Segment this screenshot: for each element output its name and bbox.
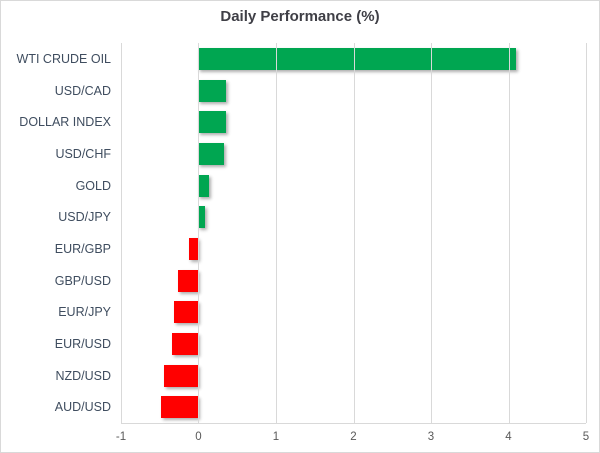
category-label: USD/CHF <box>55 146 111 161</box>
category-label: GOLD <box>75 178 111 193</box>
category-label: DOLLAR INDEX <box>19 115 111 130</box>
gridline <box>121 43 122 423</box>
x-tick-label: 3 <box>427 431 435 443</box>
bar-row <box>121 328 586 360</box>
x-tick-label: 5 <box>582 431 590 443</box>
category-label: GBP/USD <box>54 273 111 288</box>
bar-positive <box>198 79 227 102</box>
category-label: USD/JPY <box>58 210 111 225</box>
gridline <box>430 43 432 423</box>
bar-row <box>121 265 586 297</box>
bar-negative <box>189 237 199 260</box>
x-tick-label: 1 <box>272 431 280 443</box>
bar-row <box>121 138 586 170</box>
gridline <box>275 43 277 423</box>
bar-row <box>121 75 586 107</box>
gridline <box>508 43 510 423</box>
bar-row <box>121 170 586 202</box>
bar-row <box>121 391 586 423</box>
plot-area: -1 0 1 2 3 4 5 <box>116 43 589 443</box>
bar-row <box>121 233 586 265</box>
bar-row <box>121 43 586 75</box>
gridline <box>353 43 355 423</box>
chart-title: Daily Performance (%) <box>220 8 380 25</box>
bar-rows <box>121 43 586 423</box>
category-label: AUD/USD <box>54 400 111 415</box>
bar-positive <box>198 111 226 134</box>
x-tick-label: 2 <box>350 431 357 443</box>
bar-positive <box>198 142 225 165</box>
bar-positive <box>198 206 206 229</box>
x-tick-label: -1 <box>115 431 127 443</box>
bar-negative <box>164 364 199 387</box>
category-label: EUR/JPY <box>58 305 111 320</box>
x-tick-label: 4 <box>505 431 512 443</box>
bar-row <box>121 360 586 392</box>
bar-positive <box>198 47 517 70</box>
category-label: EUR/GBP <box>54 241 111 256</box>
gridline <box>198 43 200 423</box>
bar-negative <box>160 396 199 419</box>
bar-row <box>121 106 586 138</box>
bar-negative <box>177 269 199 292</box>
bar-positive <box>198 174 209 197</box>
category-label: USD/CAD <box>54 83 111 98</box>
category-axis: WTI CRUDE OIL USD/CAD DOLLAR INDEX USD/CHF G… <box>1 43 111 423</box>
category-label: WTI CRUDE OIL <box>16 51 111 66</box>
x-tick-label: 0 <box>195 431 202 443</box>
bar-row <box>121 201 586 233</box>
category-label: EUR/USD <box>54 336 111 351</box>
bar-negative <box>172 332 199 355</box>
bar-row <box>121 296 586 328</box>
bar-negative <box>173 301 199 324</box>
gridline <box>586 43 587 423</box>
category-label: NZD/USD <box>55 368 111 383</box>
